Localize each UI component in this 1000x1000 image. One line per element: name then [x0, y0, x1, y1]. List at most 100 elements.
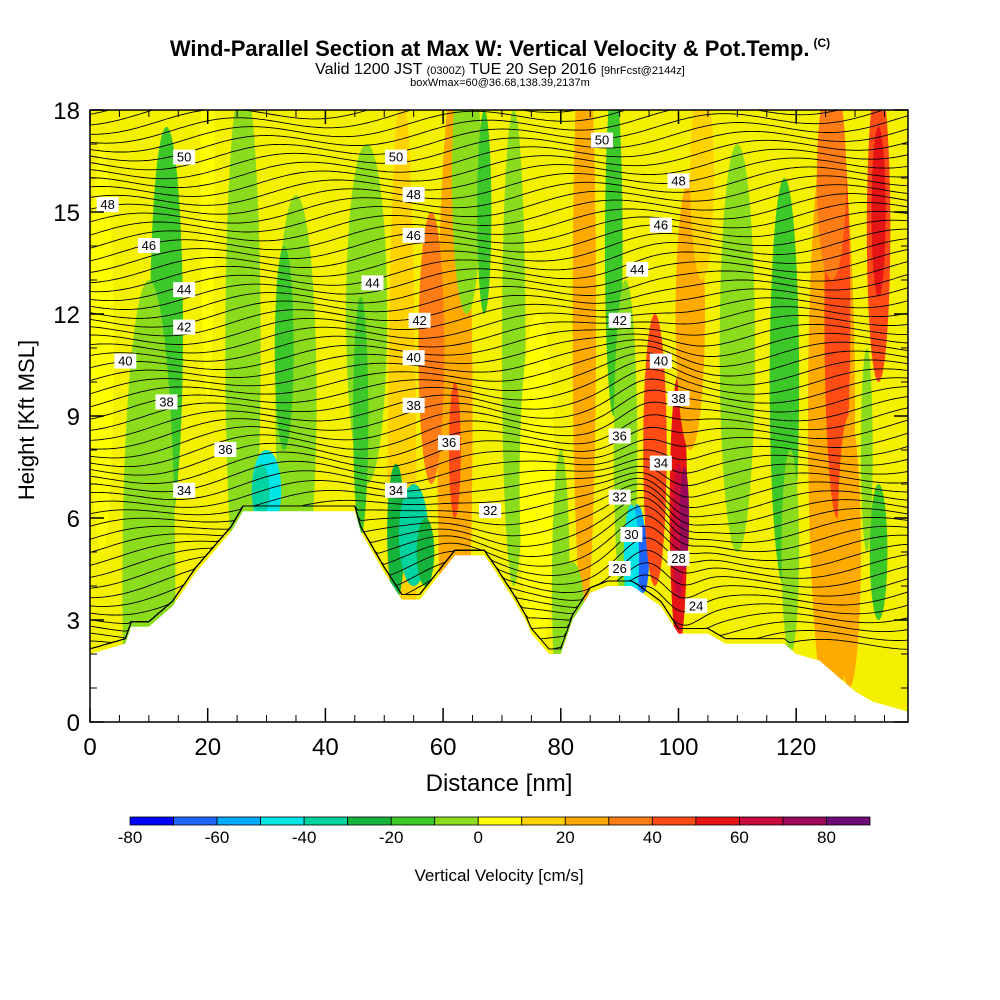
contour-label-text: 38 — [406, 398, 420, 413]
contour-label: 50 — [173, 149, 196, 165]
contour-label: 24 — [685, 598, 708, 614]
velocity-cell — [816, 110, 847, 280]
colorbar-swatch — [434, 816, 479, 826]
contour-label-text: 44 — [630, 262, 644, 277]
theta-contour — [90, 110, 886, 171]
theta-contour — [90, 128, 908, 189]
theta-contour — [90, 287, 908, 345]
contour-labels: 48 46 44 42 40 38 36 34 50 50 48 46 44 42 40 38 36 34 32 50… — [96, 132, 708, 614]
valid-time-line: Valid 1200 JST (0300Z) TUE 20 Sep 2016 [… — [315, 61, 685, 78]
contour-label: 28 — [667, 550, 690, 566]
theta-contour — [90, 350, 908, 420]
theta-contour — [90, 297, 908, 354]
contour-label-text: 48 — [100, 197, 114, 212]
y-tick-label: 6 — [67, 506, 80, 533]
colorbar-swatch — [564, 816, 610, 826]
contour-label: 42 — [608, 312, 631, 328]
contour-label-text: 34 — [177, 483, 191, 498]
colorbar-swatch — [651, 816, 697, 826]
theta-contour — [90, 377, 908, 450]
colorbar-swatch — [477, 816, 523, 826]
x-tick-label: 100 — [658, 734, 698, 761]
colorbar-tick-label: 60 — [730, 828, 749, 847]
theta-contour — [90, 463, 908, 516]
contour-label-text: 28 — [671, 551, 685, 566]
contour-label: 44 — [361, 275, 384, 291]
colorbar-swatch — [390, 816, 436, 826]
y-tick-label: 3 — [67, 608, 80, 635]
velocity-cell — [690, 110, 714, 280]
contour-label: 36 — [437, 435, 460, 451]
contour-label-text: 50 — [389, 150, 403, 165]
x-axis-label: Distance [nm] — [426, 770, 573, 797]
theta-contour — [90, 472, 908, 527]
contour-label: 46 — [402, 227, 425, 243]
velocity-cell — [679, 467, 690, 569]
contour-label-text: 48 — [671, 173, 685, 188]
contour-label-text: 26 — [612, 561, 626, 576]
y-tick-label: 9 — [67, 404, 80, 431]
colorbar-swatch — [347, 816, 392, 826]
chart-title: Wind-Parallel Section at Max W: Vertical… — [169, 36, 831, 61]
contour-label: 38 — [402, 397, 425, 413]
colorbar-swatch — [826, 816, 871, 826]
colorbar-tick-label: 0 — [474, 828, 483, 847]
velocity-cell — [122, 280, 176, 722]
velocity-cell — [225, 110, 261, 620]
contour-label: 36 — [608, 428, 631, 444]
colorbar-tick-label: -60 — [205, 828, 230, 847]
colorbar-tick-label: 80 — [817, 828, 836, 847]
colorbar-swatch — [260, 816, 305, 826]
contour-label-text: 36 — [612, 428, 626, 443]
colorbar-swatch — [303, 816, 349, 826]
theta-contour — [90, 306, 908, 362]
colorbar-swatch — [129, 816, 174, 826]
theta-contour — [90, 483, 908, 554]
y-tick-label: 18 — [53, 98, 80, 125]
contour-label-text: 42 — [612, 313, 626, 328]
y-tick-label: 0 — [67, 710, 80, 737]
y-tick-label: 15 — [53, 200, 80, 227]
contour-label: 44 — [173, 282, 196, 298]
contour-label: 32 — [608, 489, 631, 505]
colorbar-label: Vertical Velocity [cm/s] — [414, 866, 583, 885]
theta-contour — [90, 110, 841, 162]
theta-contour — [90, 175, 908, 236]
velocity-cell — [501, 110, 526, 586]
theta-contour — [90, 432, 908, 493]
contour-label-text: 42 — [177, 320, 191, 335]
contour-label: 48 — [96, 197, 119, 213]
contour-label-text: 36 — [218, 442, 232, 457]
x-tick-label: 40 — [312, 734, 339, 761]
theta-contour — [90, 359, 908, 431]
x-tick-label: 20 — [194, 734, 221, 761]
contour-label-text: 46 — [142, 238, 156, 253]
terrain-mask — [90, 511, 908, 722]
copyright-mark: (C) — [813, 36, 831, 50]
colorbar-tick-label: -20 — [379, 828, 404, 847]
contour-label: 34 — [649, 455, 672, 471]
contour-label: 40 — [402, 350, 425, 366]
contour-label: 34 — [385, 482, 408, 498]
contour-label: 42 — [408, 312, 431, 328]
velocity-cell — [869, 484, 888, 620]
x-tick-label: 80 — [547, 734, 574, 761]
theta-contour — [90, 396, 908, 468]
velocity-cell — [519, 314, 555, 654]
theta-contour — [90, 454, 908, 508]
colorbar-swatch — [608, 816, 653, 826]
theta-contour — [90, 315, 908, 370]
colorbar-tick-label: -40 — [292, 828, 317, 847]
contour-label: 50 — [590, 132, 613, 148]
contour-label: 26 — [608, 561, 631, 576]
box-info-line: boxWmax=60@36.68,138.39,2137m — [410, 77, 590, 89]
velocity-cell — [353, 297, 369, 535]
contour-label-text: 34 — [389, 483, 403, 498]
contour-label-text: 40 — [654, 354, 668, 369]
theta-contour — [90, 341, 908, 408]
contour-label-text: 40 — [406, 350, 420, 365]
colorbar-swatch — [173, 816, 218, 826]
colorbar-tick-label: 40 — [643, 828, 662, 847]
contour-label-text: 32 — [483, 503, 497, 518]
